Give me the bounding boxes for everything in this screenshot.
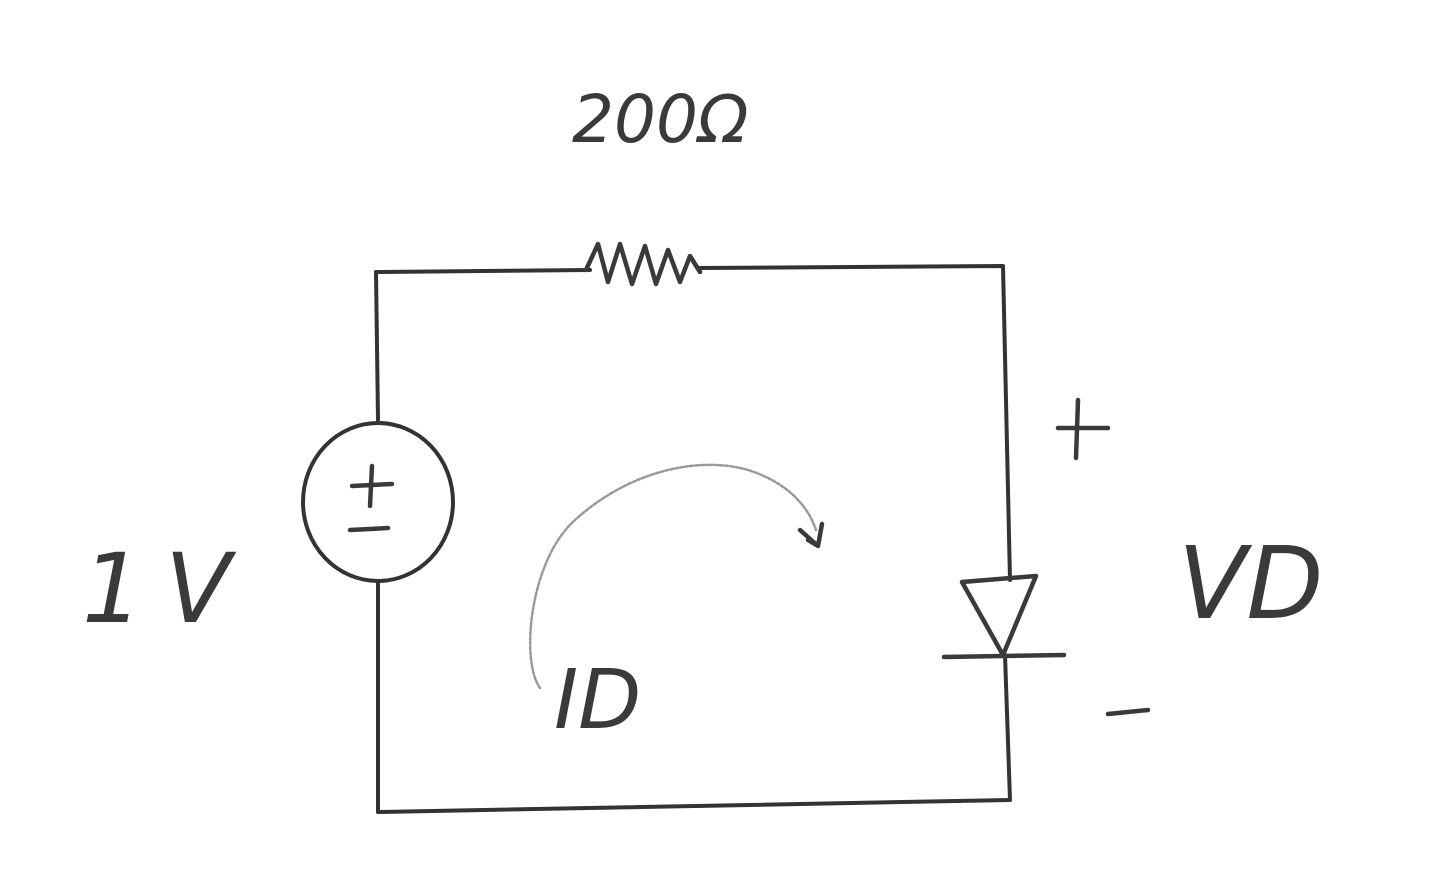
resistor-label: 200Ω [572, 81, 748, 158]
voltage-source-circle [301, 421, 455, 583]
diode [941, 573, 1067, 660]
diode-minus-sign [1105, 707, 1151, 717]
current-arrow [529, 463, 825, 690]
current-label: ID [554, 653, 641, 748]
resistor-zigzag [583, 241, 703, 287]
diode-voltage-label: VD [1178, 525, 1323, 642]
diode-lower-wire [1003, 653, 1012, 802]
source-voltage-label: 1V [82, 533, 253, 645]
voltage-source [301, 421, 455, 583]
resistor [583, 241, 703, 287]
top-right-wire [696, 264, 1012, 582]
diode-plus-sign [1055, 397, 1111, 461]
diode-bar [941, 652, 1067, 660]
diode-triangle [959, 573, 1039, 658]
source-plus-sign [349, 463, 395, 509]
source-minus-sign [347, 525, 391, 533]
bottom-wire [376, 798, 1012, 814]
current-arc [529, 463, 818, 690]
top-left-wire [374, 268, 592, 422]
current-arrowhead [797, 521, 825, 549]
circuit-wires [374, 264, 1012, 814]
